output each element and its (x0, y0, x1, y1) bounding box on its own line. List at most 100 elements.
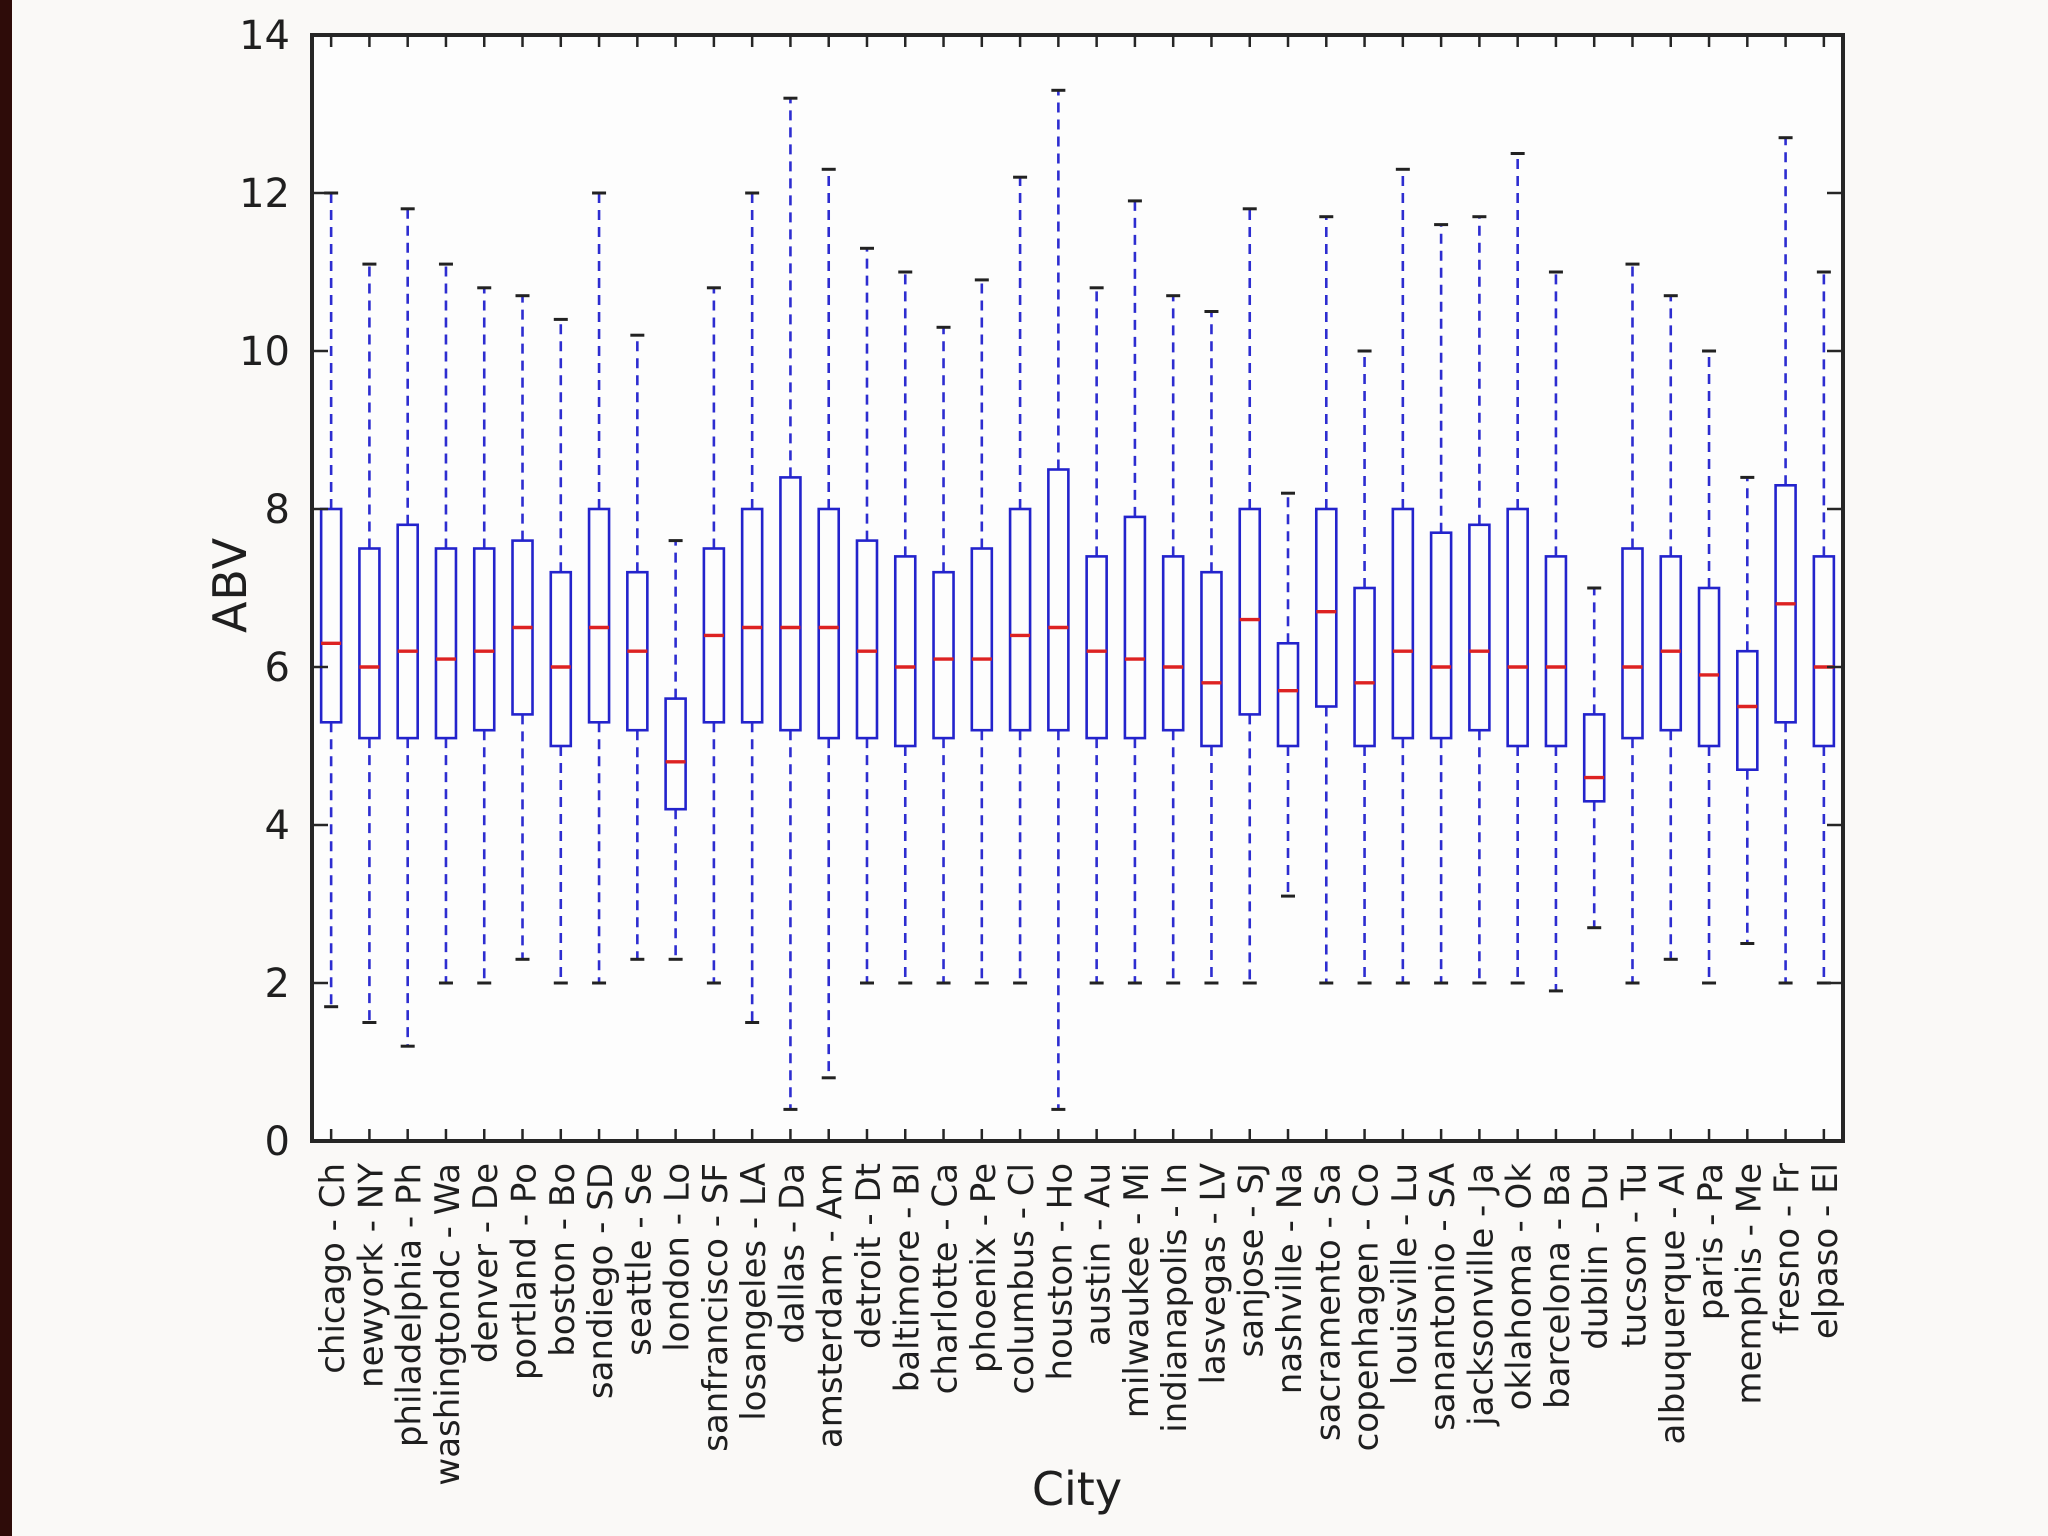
box-group (511, 294, 534, 961)
y-tick-label: 10 (239, 329, 290, 375)
box-group (1774, 136, 1797, 985)
iqr-box (1468, 523, 1491, 732)
x-tick-label: newyork - NY (351, 1163, 391, 1388)
box-group (817, 167, 841, 1080)
iqr-box (1238, 507, 1262, 716)
y-tick-label: 12 (239, 171, 290, 217)
iqr-box (817, 507, 841, 740)
box-group (1047, 88, 1070, 1111)
iqr-box (1276, 641, 1300, 748)
iqr-box (1391, 507, 1415, 740)
box-group (1582, 586, 1606, 930)
iqr-box (1506, 507, 1529, 748)
box-group (855, 246, 879, 985)
x-tick-label: amsterdam - Am (811, 1163, 851, 1448)
box-group (932, 325, 955, 985)
x-tick-label: charlotte - Ca (926, 1163, 966, 1394)
box-group (626, 333, 649, 961)
box-group (1238, 207, 1262, 985)
x-tick-label: nashville - Na (1270, 1163, 1310, 1394)
y-tick-label: 14 (239, 13, 290, 59)
box-group (1008, 175, 1032, 985)
box-group (1544, 270, 1568, 993)
x-tick-label: denver - De (466, 1163, 506, 1363)
x-tick-label: austin - Au (1079, 1163, 1119, 1346)
x-tick-label: boston - Bo (543, 1163, 583, 1357)
iqr-box (472, 547, 496, 732)
x-tick-label: sanfrancisco - SF (696, 1163, 736, 1452)
box-group (1085, 286, 1108, 985)
iqr-box (1429, 531, 1453, 740)
iqr-box (1047, 468, 1070, 732)
box-group (319, 191, 343, 1009)
iqr-box (1314, 507, 1338, 708)
box-group (1314, 215, 1338, 985)
x-tick-label: milwaukee - Mi (1117, 1163, 1157, 1418)
box-group (664, 539, 687, 961)
x-tick-label: albuquerque - Al (1653, 1163, 1693, 1444)
iqr-box (893, 555, 917, 748)
x-tick-label: sanjose - SJ (1232, 1163, 1272, 1357)
box-group (396, 207, 419, 1048)
box-group (1276, 491, 1300, 898)
y-tick-label: 0 (265, 1119, 290, 1165)
x-tick-label: lasvegas - LV (1193, 1163, 1233, 1385)
x-tick-label: oklahoma - Ok (1500, 1163, 1540, 1411)
iqr-box (970, 547, 994, 732)
x-tick-label: dallas - Da (772, 1163, 812, 1344)
x-tick-label: indianapolis - In (1155, 1163, 1195, 1433)
iqr-box (1621, 547, 1644, 740)
box-group (1123, 199, 1147, 985)
box-group (1812, 270, 1836, 985)
x-tick-label: sandiego - SD (581, 1163, 621, 1399)
x-axis-label: City (1031, 1462, 1123, 1516)
x-tick-label: tucson - Tu (1614, 1163, 1654, 1348)
y-tick-label: 6 (265, 645, 290, 691)
iqr-box (1353, 586, 1376, 748)
x-tick-label: chicago - Ch (313, 1163, 353, 1374)
box-group (434, 262, 458, 985)
box-group (1659, 294, 1683, 961)
iqr-box (549, 570, 573, 748)
x-tick-label: louisville - Lu (1385, 1163, 1425, 1385)
x-tick-label: sacramento - Sa (1308, 1163, 1348, 1441)
box-group (702, 286, 726, 985)
box-group (1161, 294, 1185, 985)
iqr-box (1085, 555, 1108, 740)
x-tick-label: houston - Ho (1040, 1163, 1080, 1381)
box-group (1200, 310, 1223, 985)
x-tick-label: london - Lo (658, 1163, 698, 1352)
box-group (1353, 349, 1376, 985)
iqr-box (1736, 649, 1759, 772)
iqr-box (1659, 555, 1683, 732)
x-tick-label: dublin - Du (1576, 1163, 1616, 1350)
plot-area (312, 35, 1843, 1141)
box-group (893, 270, 917, 985)
x-tick-label: fresno - Fr (1768, 1163, 1808, 1334)
iqr-box (319, 507, 343, 724)
iqr-box (1200, 570, 1223, 748)
box-group (587, 191, 611, 985)
x-tick-label: sanantonio - SA (1423, 1163, 1463, 1431)
iqr-box (932, 570, 955, 740)
box-group (1429, 223, 1453, 985)
x-tick-label: elpaso - El (1806, 1163, 1846, 1339)
box-group (549, 317, 573, 985)
box-group (1391, 167, 1415, 985)
x-tick-label: washingtondc - Wa (428, 1163, 468, 1486)
x-tick-label: barcelona - Ba (1538, 1163, 1578, 1409)
x-tick-label: portland - Po (505, 1163, 545, 1380)
x-tick-label: losangeles - LA (734, 1163, 774, 1421)
x-tick-label: detroit - Dt (849, 1163, 889, 1349)
x-tick-label: philadelphia - Ph (390, 1163, 430, 1447)
y-tick-label: 2 (265, 961, 290, 1007)
box-group (1697, 349, 1721, 985)
x-tick-label: paris - Pa (1691, 1163, 1731, 1320)
x-tick-label: baltimore - Bl (887, 1163, 927, 1392)
iqr-box (396, 523, 419, 740)
x-tick-label: phoenix - Pe (964, 1163, 1004, 1373)
iqr-box (358, 547, 381, 740)
x-tick-label: seattle - Se (619, 1163, 659, 1356)
